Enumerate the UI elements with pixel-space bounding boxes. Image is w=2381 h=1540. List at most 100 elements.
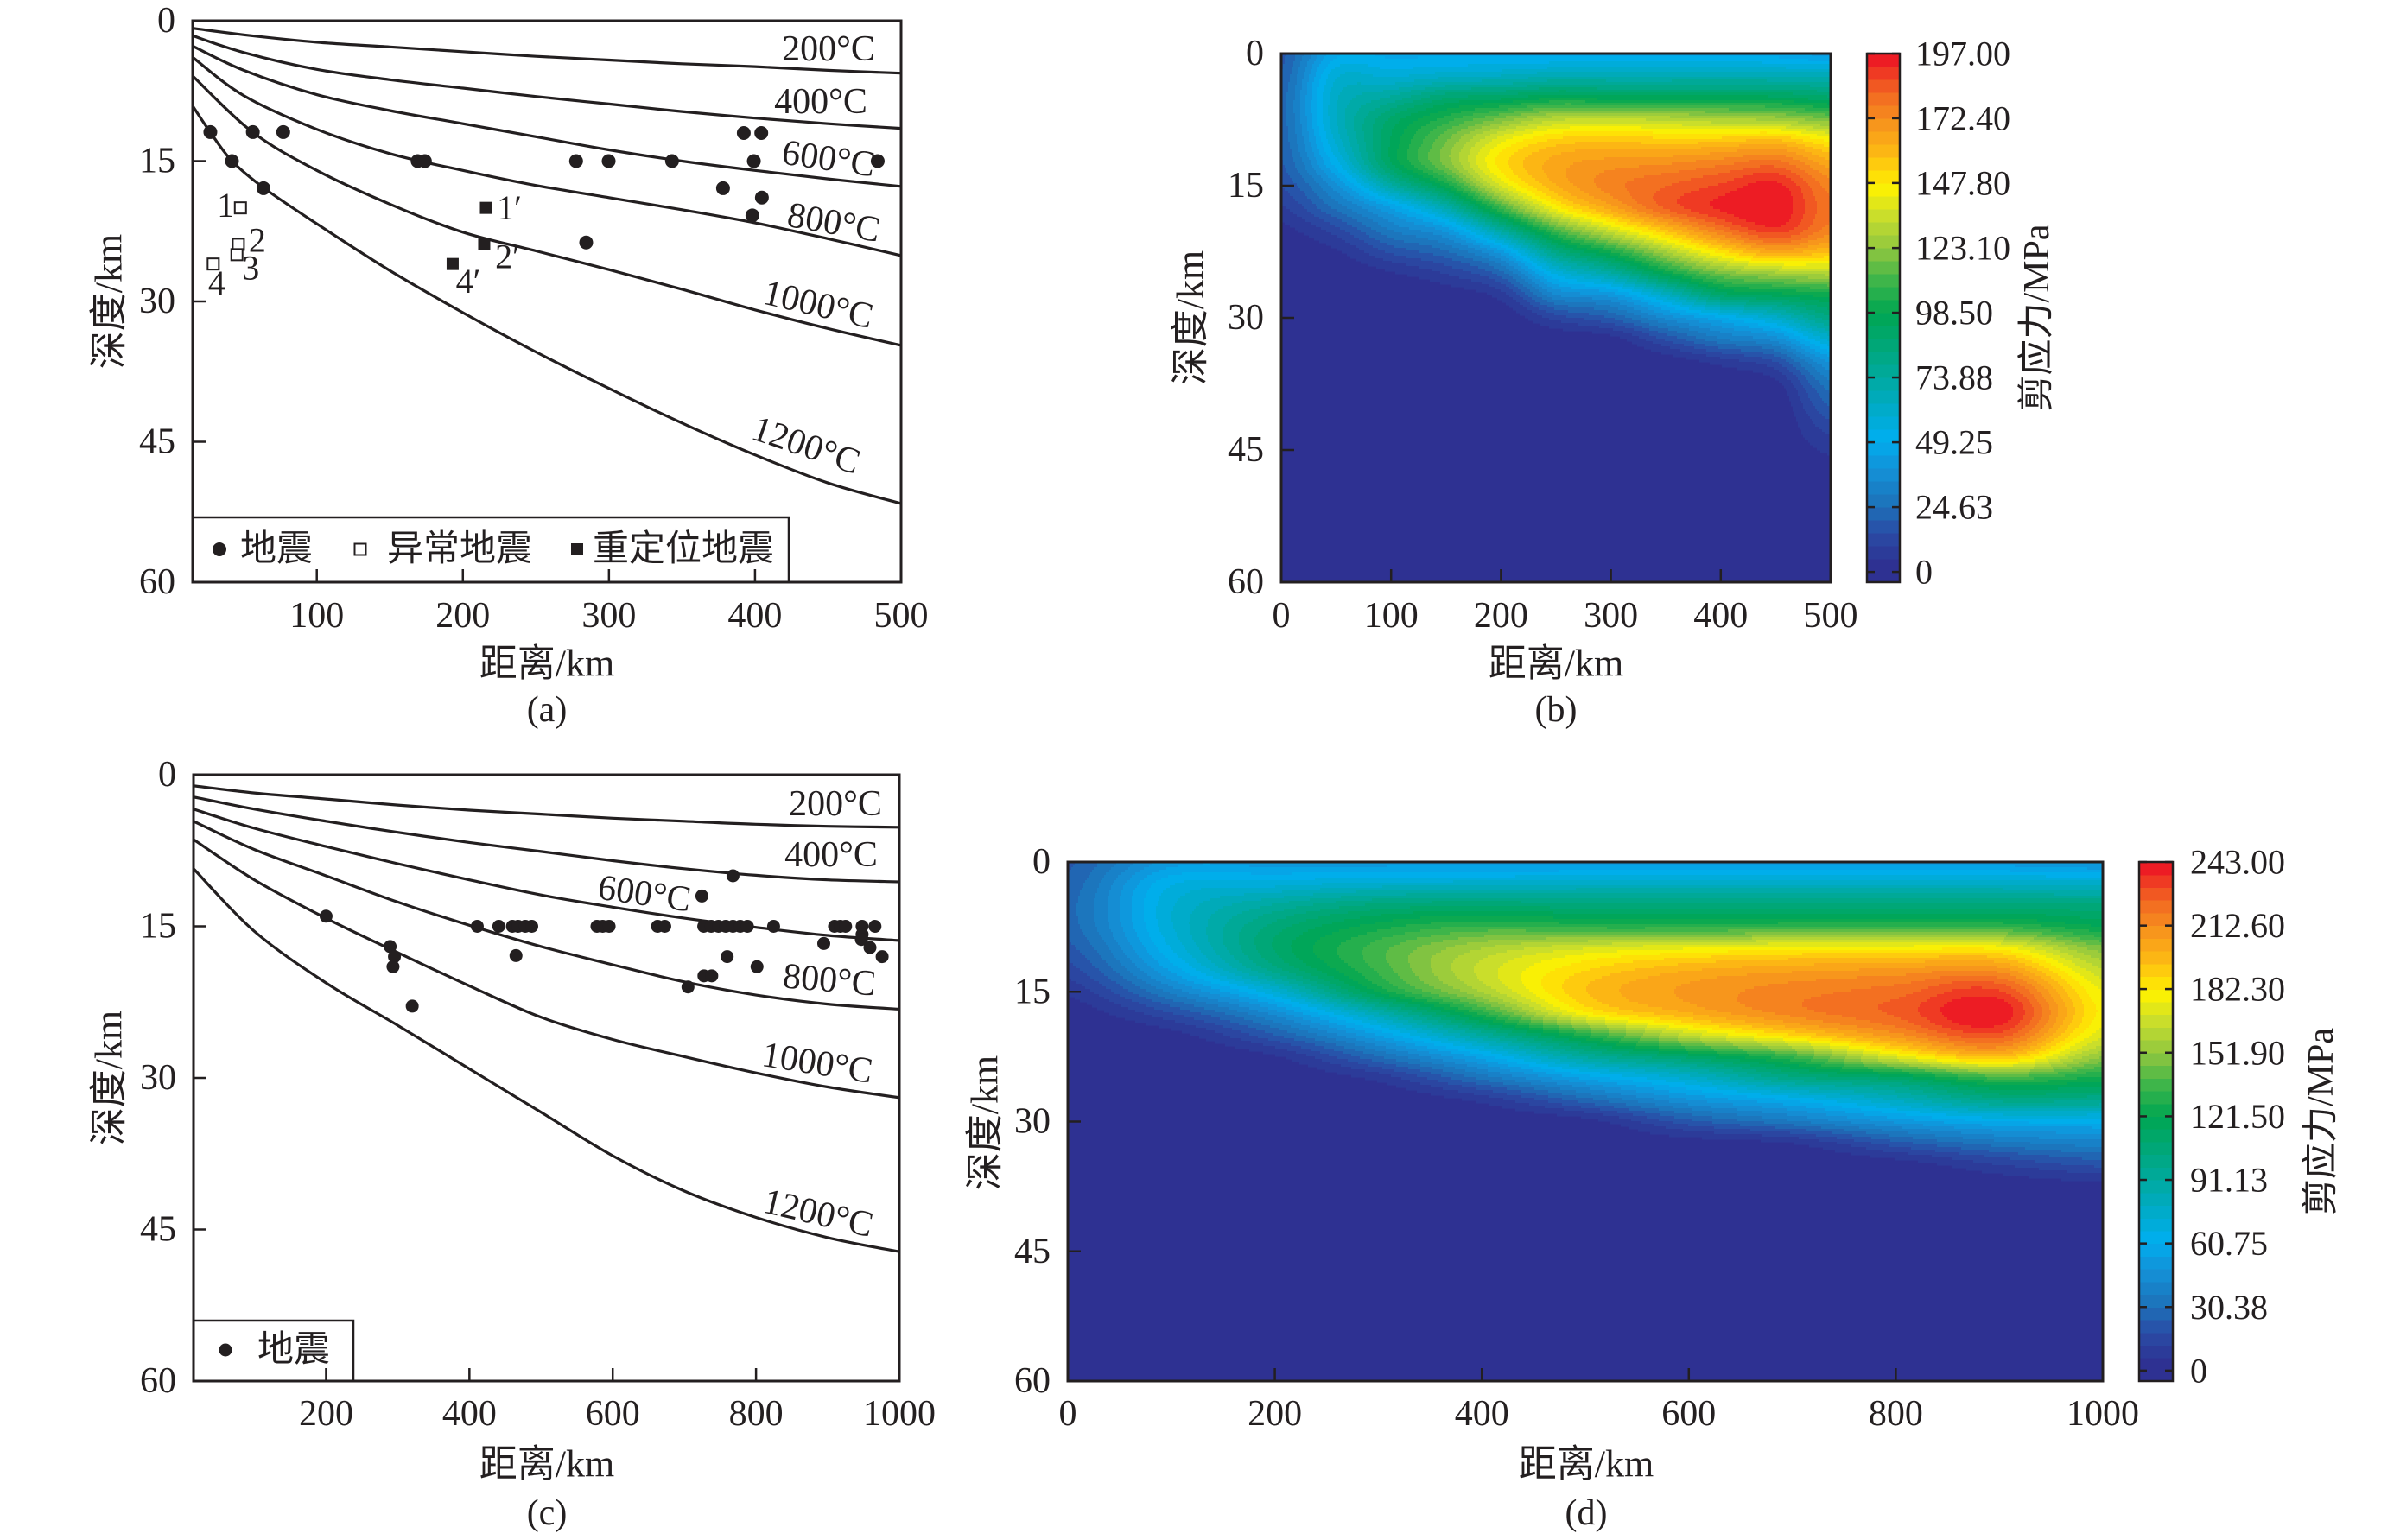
heatmap-cell: [1629, 999, 1684, 1003]
heatmap-cell: [1339, 906, 1411, 909]
heatmap-cell: [1068, 865, 1074, 868]
heatmap-cell: [2035, 986, 2045, 990]
heatmap-cell: [1394, 175, 1403, 179]
heatmap-cell: [1394, 245, 1432, 249]
heatmap-cell: [1185, 893, 1245, 897]
heatmap-cell: [1817, 305, 1831, 308]
colorbar: [1867, 54, 1900, 582]
heatmap-cell: [2067, 992, 2078, 995]
heatmap-cell: [1237, 984, 1255, 987]
heatmap-cell: [1281, 147, 1291, 150]
heatmap-cell: [1552, 287, 1572, 290]
heatmap-cell: [1358, 971, 1378, 974]
heatmap-cell: [2003, 940, 2031, 943]
heatmap-cell: [2006, 984, 2021, 987]
heatmap-cell: [1068, 896, 1079, 899]
heatmap-cell: [2011, 986, 2026, 990]
heatmap-cell: [1820, 341, 1831, 345]
heatmap-cell: [1473, 136, 1486, 140]
heatmap-cell: [1753, 336, 1778, 339]
heatmap-cell: [1621, 986, 1677, 990]
heatmap-cell: [1135, 872, 1153, 876]
heatmap-cell: [1679, 297, 1688, 301]
heatmap-cell: [1487, 181, 1496, 184]
heatmap-cell: [1299, 922, 1333, 925]
heatmap-cell: [1442, 230, 1455, 233]
heatmap-cell: [1782, 292, 1831, 295]
heatmap-cell: [1808, 98, 1831, 101]
heatmap-cell: [1629, 292, 1641, 295]
heatmap-cell: [1453, 971, 1475, 974]
heatmap-cell: [1330, 966, 1352, 969]
heatmap-cell: [1454, 230, 1465, 233]
heatmap-cell: [1432, 201, 1441, 205]
heatmap-cell: [1330, 981, 1345, 985]
heatmap-cell: [1676, 994, 1739, 998]
heatmap-cell: [1323, 95, 1330, 98]
heatmap-cell: [1345, 149, 1353, 153]
heatmap-cell: [1796, 419, 1813, 422]
heatmap-cell: [1445, 165, 1455, 168]
heatmap-cell: [1494, 173, 1505, 176]
heatmap-cell: [1139, 994, 1159, 998]
heatmap-cell: [1660, 302, 1673, 306]
heatmap-cell: [1152, 883, 1176, 886]
heatmap-cell: [1587, 225, 1600, 228]
heatmap-cell: [1461, 129, 1476, 132]
heatmap-cell: [1334, 976, 1350, 979]
heatmap-cell: [1805, 302, 1831, 306]
heatmap-cell: [1330, 100, 1337, 104]
heatmap-cell: [1803, 403, 1814, 407]
heatmap-cell: [1331, 129, 1339, 132]
heatmap-cell: [1359, 144, 1367, 148]
heatmap-cell: [1317, 955, 1340, 959]
heatmap-cell: [1591, 274, 1609, 277]
heatmap-cell: [1711, 323, 1735, 326]
heatmap-cell: [1419, 193, 1431, 197]
heatmap-cell: [1354, 155, 1362, 158]
heatmap-cell: [1813, 232, 1831, 236]
heatmap-cell: [1623, 261, 1635, 264]
heatmap-cell: [1421, 92, 1446, 96]
heatmap-cell: [1805, 367, 1816, 371]
heatmap-cell: [1551, 250, 1560, 254]
heatmap-cell: [1810, 346, 1821, 350]
heatmap-cell: [1612, 942, 1768, 946]
heatmap-cell: [1361, 82, 1396, 86]
heatmap-cell: [1673, 354, 1707, 358]
heatmap-cell: [1547, 67, 1787, 70]
heatmap-cell: [1438, 111, 1462, 114]
heatmap-cell: [1078, 896, 1096, 899]
heatmap-cell: [1323, 199, 1336, 202]
heatmap-cell: [1307, 129, 1315, 132]
heatmap-cell: [1546, 310, 1569, 314]
heatmap-cell: [1765, 225, 1781, 228]
heatmap-cell: [1324, 160, 1330, 163]
heatmap-cell: [1197, 945, 1212, 948]
heatmap-cell: [1373, 124, 1384, 127]
heatmap-cell: [1578, 323, 1616, 326]
heatmap-cell: [2018, 966, 2033, 969]
heatmap-cell: [1546, 937, 1753, 941]
heatmap-cell: [1304, 178, 1315, 181]
heatmap-cell: [1182, 976, 1198, 979]
y-axis-label: 深度/km: [88, 234, 130, 369]
heatmap-cell: [2084, 953, 2103, 956]
heatmap-cell: [1151, 992, 1171, 995]
heatmap-cell: [1376, 160, 1384, 163]
relocated-earthquake-marker: [478, 238, 491, 250]
heatmap-cell: [1099, 953, 1114, 956]
heatmap-cell: [1544, 134, 1797, 137]
heatmap-cell: [1409, 144, 1422, 148]
heatmap-cell: [1362, 173, 1370, 176]
heatmap-cell: [1341, 986, 1356, 990]
heatmap-cell: [1442, 199, 1451, 202]
heatmap-cell: [2065, 922, 2103, 925]
heatmap-cell: [1342, 173, 1349, 176]
heatmap-cell: [1312, 116, 1318, 119]
heatmap-cell: [1679, 240, 1692, 244]
heatmap-cell: [1528, 183, 1543, 187]
isotherm-800-line: [193, 55, 901, 257]
heatmap-cell: [1710, 328, 1735, 332]
point-label: 4: [208, 263, 225, 302]
